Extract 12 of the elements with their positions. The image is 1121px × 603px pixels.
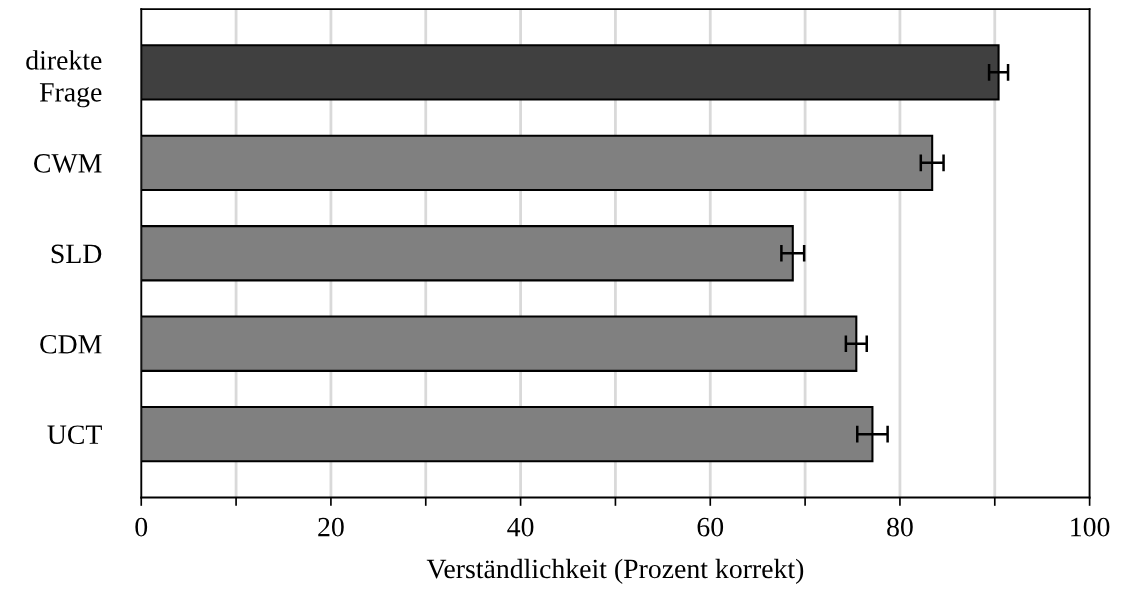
y-tick-label: CDM bbox=[40, 334, 102, 354]
y-tick-label: SLD bbox=[51, 244, 102, 264]
y-tick-label: direkte Frage bbox=[26, 50, 102, 108]
x-tick-label: 60 bbox=[697, 517, 724, 537]
x-axis-title: Verständlichkeit (Prozent korrekt) bbox=[426, 558, 804, 584]
x-tick-label: 100 bbox=[1071, 517, 1110, 537]
x-tick-label: 0 bbox=[135, 517, 148, 537]
x-tick-label: 40 bbox=[507, 517, 534, 537]
y-tick-label: CWM bbox=[34, 154, 102, 173]
y-tick-label: UCT bbox=[47, 425, 102, 445]
x-tick-label: 20 bbox=[318, 517, 344, 537]
x-tick-label: 80 bbox=[887, 517, 913, 537]
